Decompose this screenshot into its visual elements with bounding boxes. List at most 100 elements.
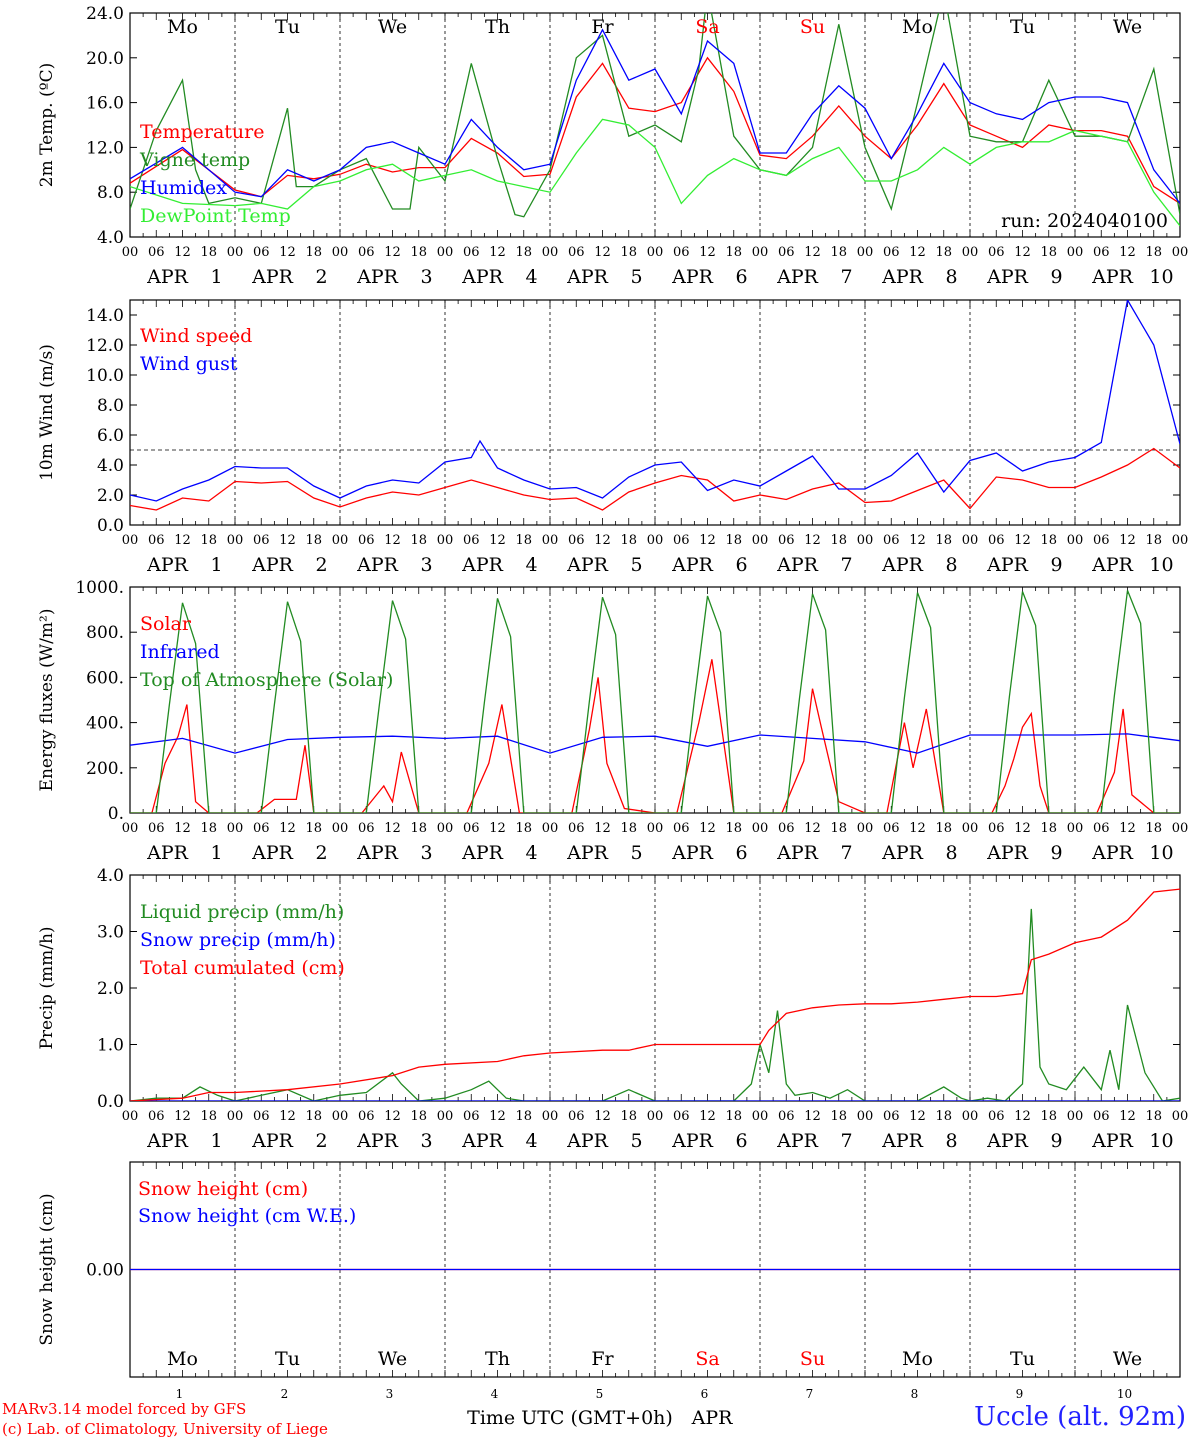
y-tick-label: 0.	[108, 804, 124, 824]
model-credit: MARv3.14 model forced by GFS	[2, 1400, 247, 1418]
hour-tick-label: 06	[778, 245, 795, 260]
weekday-label: We	[1113, 1348, 1142, 1370]
date-day-label: 7	[840, 266, 852, 288]
hour-tick-label: 06	[358, 245, 375, 260]
date-day-label: 3	[420, 266, 432, 288]
y-tick-label: 12.0	[86, 138, 124, 158]
hour-tick-label: 18	[515, 821, 532, 836]
hour-tick-label: 06	[883, 821, 900, 836]
date-day-label: 10	[1149, 1130, 1173, 1152]
hour-tick-label: 00	[1172, 821, 1189, 836]
hour-tick-label: 12	[489, 1109, 506, 1124]
date-month-label: APR	[461, 842, 504, 864]
hour-tick-label: 12	[909, 1109, 926, 1124]
series-line	[130, 659, 1180, 813]
hour-tick-label: 06	[1093, 821, 1110, 836]
hour-tick-label: 12	[174, 1109, 191, 1124]
y-tick-label: 3.0	[97, 923, 124, 943]
hour-tick-label: 12	[1014, 821, 1031, 836]
series-line	[130, 447, 1180, 511]
date-day-label: 10	[1149, 266, 1173, 288]
hour-tick-label: 18	[935, 533, 952, 548]
y-tick-label: 400.	[86, 714, 124, 734]
hour-tick-label: 18	[620, 245, 637, 260]
hour-tick-label: 12	[1119, 245, 1136, 260]
date-month-label: APR	[1091, 1130, 1134, 1152]
date-day-label: 10	[1149, 554, 1173, 576]
hour-tick-label: 06	[148, 821, 165, 836]
date-month-label: APR	[356, 554, 399, 576]
hour-tick-label: 18	[935, 1109, 952, 1124]
hour-tick-label: 00	[542, 245, 559, 260]
legend-entry: Solar	[140, 613, 192, 635]
date-month-label: APR	[251, 842, 294, 864]
hour-tick-label: 06	[988, 533, 1005, 548]
hour-tick-label: 12	[1014, 533, 1031, 548]
date-month-label: APR	[986, 554, 1029, 576]
weekday-label: Tu	[1010, 16, 1035, 38]
series-line	[130, 300, 1180, 502]
hour-tick-label: 18	[200, 533, 217, 548]
hour-tick-label: 12	[384, 821, 401, 836]
hour-tick-label: 18	[830, 821, 847, 836]
hour-tick-label: 06	[148, 245, 165, 260]
hour-tick-label: 00	[437, 533, 454, 548]
y-axis-label: Energy fluxes (W/m²)	[37, 609, 57, 792]
date-month-label: APR	[251, 1130, 294, 1152]
hour-tick-label: 00	[542, 533, 559, 548]
weekday-label: Sa	[695, 16, 719, 38]
date-day-label: 5	[630, 842, 642, 864]
hour-tick-label: 06	[568, 1109, 585, 1124]
hour-tick-label: 06	[673, 245, 690, 260]
hour-tick-label: 00	[227, 245, 244, 260]
date-day-label: 4	[525, 1130, 537, 1152]
hour-tick-label: 06	[463, 533, 480, 548]
date-month-label: APR	[461, 554, 504, 576]
day-number-label: 9	[1016, 1387, 1024, 1401]
hour-tick-label: 18	[725, 245, 742, 260]
hour-tick-label: 18	[200, 821, 217, 836]
date-month-label: APR	[671, 842, 714, 864]
hour-tick-label: 18	[830, 1109, 847, 1124]
hour-tick-label: 18	[410, 245, 427, 260]
date-day-label: 7	[840, 842, 852, 864]
hour-tick-label: 12	[489, 533, 506, 548]
hour-tick-label: 00	[1067, 533, 1084, 548]
date-day-label: 3	[420, 554, 432, 576]
hour-tick-label: 18	[620, 1109, 637, 1124]
date-month-label: APR	[566, 554, 609, 576]
hour-tick-label: 18	[1145, 245, 1162, 260]
y-tick-label: 1000.	[75, 578, 124, 598]
hour-tick-label: 00	[122, 1109, 139, 1124]
date-month-label: APR	[776, 1130, 819, 1152]
legend-entry: Temperature	[140, 121, 264, 143]
hour-tick-label: 00	[962, 821, 979, 836]
hour-tick-label: 12	[279, 533, 296, 548]
weekday-label: Mo	[902, 16, 933, 38]
hour-tick-label: 12	[909, 821, 926, 836]
date-month-label: APR	[566, 1130, 609, 1152]
date-month-label: APR	[881, 842, 924, 864]
hour-tick-label: 00	[962, 1109, 979, 1124]
weekday-label: Su	[800, 1348, 825, 1370]
hour-tick-label: 06	[778, 1109, 795, 1124]
date-month-label: APR	[776, 842, 819, 864]
date-month-label: APR	[671, 266, 714, 288]
hour-tick-label: 06	[673, 821, 690, 836]
hour-tick-label: 00	[437, 1109, 454, 1124]
y-axis-label: Precip (mm/h)	[37, 926, 57, 1049]
date-day-label: 3	[420, 842, 432, 864]
hour-tick-label: 18	[1040, 1109, 1057, 1124]
weekday-label: Mo	[167, 16, 198, 38]
series-line	[130, 888, 1180, 1101]
hour-tick-label: 12	[174, 533, 191, 548]
hour-tick-label: 18	[725, 821, 742, 836]
hour-tick-label: 18	[620, 533, 637, 548]
hour-tick-label: 18	[410, 533, 427, 548]
hour-tick-label: 00	[332, 533, 349, 548]
y-tick-label: 14.0	[86, 306, 124, 326]
date-month-label: APR	[146, 842, 189, 864]
date-month-label: APR	[881, 554, 924, 576]
hour-tick-label: 12	[384, 533, 401, 548]
